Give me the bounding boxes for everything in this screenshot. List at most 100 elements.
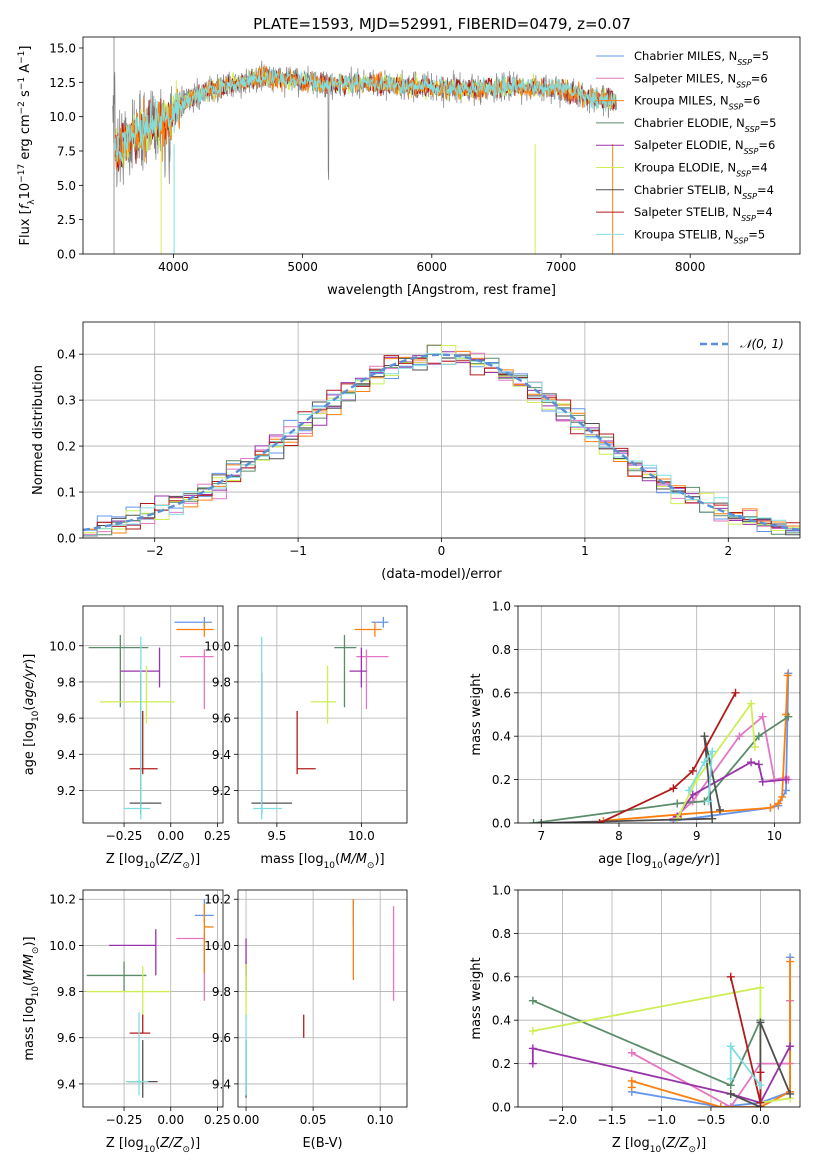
mass_vs_ebv-ytick-label: 10.0 xyxy=(204,939,231,953)
age_vs_mass-panel: 9.5 10.0 9.2 9.4 9.6 9.8 10.0 mass [log10(M/M⊙)… xyxy=(204,605,408,871)
mass_vs_Z-panel: −0.25 0.00 0.25 9.4 9.6 9.8 10.0 10.2 Z [log10(Z… xyxy=(22,889,231,1155)
mass_vs_Z-ytick-label: 9.4 xyxy=(57,1077,76,1091)
age_vs_Z-point xyxy=(99,665,175,724)
weight_vs_age-marker xyxy=(783,671,792,680)
weight_vs_age-line xyxy=(688,748,714,802)
weight_vs_Z-ytick-label: 0.8 xyxy=(492,927,511,941)
legend-label-8: Kroupa STELIB, NSSP=5 xyxy=(634,227,765,245)
weight_vs_age-marker xyxy=(766,803,775,812)
weight_vs_Z-ytick-label: 0.4 xyxy=(492,1014,511,1028)
weight_vs_Z-ytick-label: 0.2 xyxy=(492,1057,511,1071)
age_vs_Z-ytick-label: 10.0 xyxy=(49,639,76,653)
spectrum-ytick-label: 10.0 xyxy=(49,110,76,124)
age_vs_mass-point xyxy=(310,665,337,724)
weight_vs_age-xtick-label: 10 xyxy=(767,829,782,843)
residuals-frame xyxy=(82,321,801,539)
weight_vs_age-marker xyxy=(735,732,744,741)
spectrum-ytick-label: 12.5 xyxy=(49,76,76,90)
weight_vs_Z-marker xyxy=(756,1018,765,1027)
residuals-panel: −2 −1 0 1 2 0.0 0.1 0.2 0.3 0.4 (data-model)/error… xyxy=(31,321,801,582)
residuals-xtick-label: 2 xyxy=(724,544,732,558)
weight_vs_Z-series-kroupa-stelib xyxy=(726,1042,765,1090)
legend-label-7: Salpeter STELIB, NSSP=4 xyxy=(634,205,773,223)
age_vs_mass-ytick-label: 9.6 xyxy=(212,712,231,726)
spectrum-panel: 4000 5000 6000 7000 8000 0.0 2.5 5.0 7.5 10.0 12.5… xyxy=(17,36,801,298)
mass_vs_Z-point xyxy=(129,1014,151,1034)
legend-label-0: Chabrier MILES, NSSP=5 xyxy=(634,49,769,67)
weight_vs_age-ylabel: mass weight xyxy=(469,673,484,755)
weight_vs_age-marker xyxy=(782,786,791,795)
age_vs_mass-xtick-label: 10.0 xyxy=(348,829,375,843)
weight_vs_Z-ytick-label: 0.6 xyxy=(492,970,511,984)
weight_vs_age-line xyxy=(541,736,721,823)
residuals-ytick-label: 0.0 xyxy=(57,532,76,546)
age_vs_Z-xlabel: Z [log10(Z/Z⊙)] xyxy=(106,852,200,871)
spectrum-model-kroupa-stelib xyxy=(114,67,616,162)
residuals-xtick-label: 0 xyxy=(438,544,446,558)
mass_vs_ebv-ytick-label: 9.6 xyxy=(212,1031,231,1045)
spectrum-xtick-label: 7000 xyxy=(546,260,577,274)
spectrum-ytick-label: 0.0 xyxy=(57,248,76,262)
legend-label-2: Kroupa MILES, NSSP=6 xyxy=(634,94,760,112)
weight_vs_age-marker xyxy=(669,784,678,793)
weight_vs_age-ytick-label: 0.4 xyxy=(492,730,511,744)
age_vs_Z-ytick-label: 9.8 xyxy=(57,675,76,689)
mass_vs_Z-point xyxy=(86,961,147,992)
weight_vs_age-panel: 7 8 9 10 0.0 0.2 0.4 0.6 0.8 1.0 age [log10(age/yr… xyxy=(469,600,801,871)
weight_vs_age-marker xyxy=(731,688,740,697)
age_vs_mass-point xyxy=(334,634,357,708)
residuals-ytick-label: 0.4 xyxy=(57,348,76,362)
weight_vs_Z-xtick-label: −2.0 xyxy=(548,1113,577,1127)
spectrum-xtick-label: 6000 xyxy=(417,260,448,274)
age_vs_Z-ytick-label: 9.4 xyxy=(57,748,76,762)
weight_vs_age-marker xyxy=(700,732,709,741)
mass_vs_ebv-xtick-label: 0.10 xyxy=(367,1113,394,1127)
weight_vs_age-marker xyxy=(704,797,713,806)
weight_vs_age-series-salpeter-stelib xyxy=(595,688,740,823)
weight_vs_age-marker xyxy=(750,743,759,752)
weight_vs_Z-ytick-label: 0.0 xyxy=(492,1101,511,1115)
age_vs_Z-ytick-label: 9.6 xyxy=(57,712,76,726)
mass_vs_Z-ytick-label: 10.0 xyxy=(49,939,76,953)
weight_vs_Z-ylabel: mass weight xyxy=(469,957,484,1039)
weight_vs_Z-marker xyxy=(528,1027,537,1036)
mass_vs_Z-xtick-label: 0.00 xyxy=(157,1113,184,1127)
residuals-xtick-label: −2 xyxy=(146,544,164,558)
weight_vs_Z-marker xyxy=(786,1089,795,1098)
figure-title: PLATE=1593, MJD=52991, FIBERID=0479, z=0… xyxy=(253,15,631,33)
age_vs_Z-xtick-label: 0.25 xyxy=(204,829,231,843)
weight_vs_Z-marker xyxy=(627,1076,636,1085)
residuals-legend-label: 𝒩(0, 1) xyxy=(740,337,784,351)
weight_vs_Z-marker xyxy=(726,972,735,981)
weight_vs_age-series-kroupa-elodie xyxy=(673,699,759,823)
weight_vs_Z-xtick-label: −0.5 xyxy=(696,1113,725,1127)
weight_vs_age-line xyxy=(599,692,737,823)
age_vs_Z-point xyxy=(120,647,161,688)
age_vs_Z-point xyxy=(129,710,158,775)
spectrum-xtick-label: 5000 xyxy=(287,260,318,274)
mass_vs_ebv-xlabel: E(B-V) xyxy=(302,1136,342,1151)
mass_vs_ebv-xtick-label: 0.00 xyxy=(233,1113,260,1127)
age_vs_mass-xlabel: mass [log10(M/M⊙)] xyxy=(260,852,384,871)
age_vs_mass-xtick-label: 9.5 xyxy=(267,829,286,843)
spectrum-ytick-label: 2.5 xyxy=(57,213,76,227)
weight_vs_age-ytick-label: 0.6 xyxy=(492,686,511,700)
weight_vs_Z-marker xyxy=(627,1048,636,1057)
age_vs_Z-point xyxy=(124,636,151,820)
weight_vs_Z-xtick-label: −1.0 xyxy=(647,1113,676,1127)
legend-label-5: Kroupa ELODIE, NSSP=4 xyxy=(634,161,768,179)
age_vs_Z-plot-area xyxy=(88,616,214,820)
weight_vs_age-marker xyxy=(747,699,756,708)
weight_vs_age-marker xyxy=(715,805,724,814)
spectrum-ytick-label: 7.5 xyxy=(57,144,76,158)
weight_vs_Z-marker xyxy=(726,1103,735,1107)
residual-histogram-kroupa-stelib xyxy=(83,353,800,537)
weight_vs_Z-marker xyxy=(716,1103,725,1107)
age_vs_mass-ytick-label: 9.4 xyxy=(212,748,231,762)
weight_vs_age-marker xyxy=(747,758,756,767)
residuals-ylabel: Normed distribution xyxy=(31,365,46,495)
residuals-ytick-label: 0.2 xyxy=(57,440,76,454)
age_vs_Z-ytick-label: 9.2 xyxy=(57,784,76,798)
mass_vs_Z-point xyxy=(203,903,214,974)
